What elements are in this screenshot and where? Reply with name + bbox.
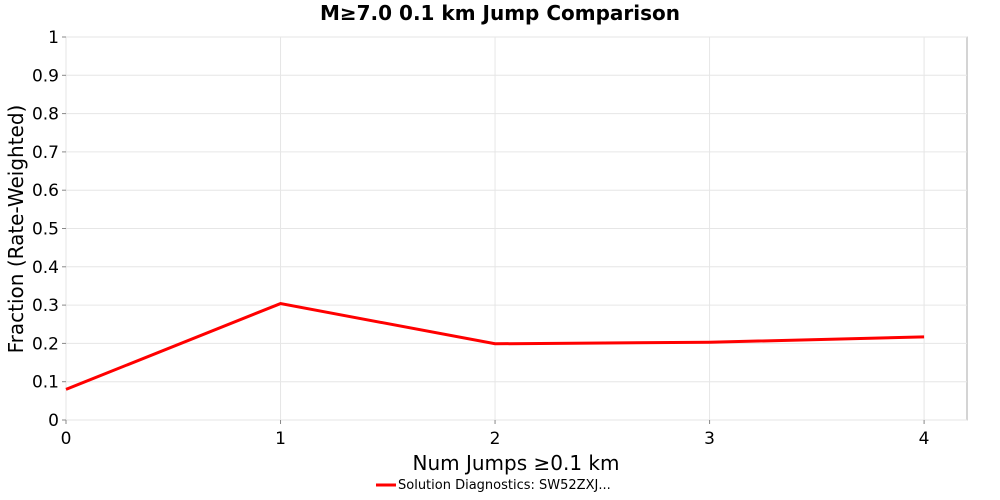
y-tick-label: 0.3 [32, 296, 59, 316]
y-axis-label: Fraction (Rate-Weighted) [4, 105, 28, 354]
y-tick-label: 0.1 [32, 373, 59, 393]
series-group [65, 302, 925, 391]
chart-title: M≥7.0 0.1 km Jump Comparison [320, 1, 680, 25]
y-tick-label: 1 [48, 28, 59, 48]
x-tick-label: 3 [704, 429, 715, 449]
x-axis-ticks: 0 1 2 3 4 [61, 420, 930, 449]
y-tick-label: 0.5 [32, 220, 59, 240]
y-tick-label: 0.6 [32, 181, 59, 201]
x-tick-label: 4 [919, 429, 930, 449]
series-line-0 [65, 302, 925, 391]
x-tick-label: 0 [61, 429, 72, 449]
y-tick-label: 0.8 [32, 105, 59, 125]
x-tick-label: 2 [490, 429, 501, 449]
y-tick-label: 0.2 [32, 334, 59, 354]
y-tick-label: 0.4 [32, 258, 59, 278]
legend: Solution Diagnostics: SW52ZXJ... [376, 478, 611, 493]
y-tick-label: 0 [48, 411, 59, 431]
x-axis-label: Num Jumps ≥0.1 km [413, 451, 620, 475]
legend-label: Solution Diagnostics: SW52ZXJ... [398, 478, 611, 493]
y-tick-label: 0.7 [32, 143, 59, 163]
y-tick-label: 0.9 [32, 66, 59, 86]
y-axis-ticks: 0 0.1 0.2 0.3 0.4 0.5 0.6 0.7 0.8 0.9 1 [32, 28, 66, 431]
grid-lines [65, 36, 967, 421]
x-tick-label: 1 [275, 429, 286, 449]
